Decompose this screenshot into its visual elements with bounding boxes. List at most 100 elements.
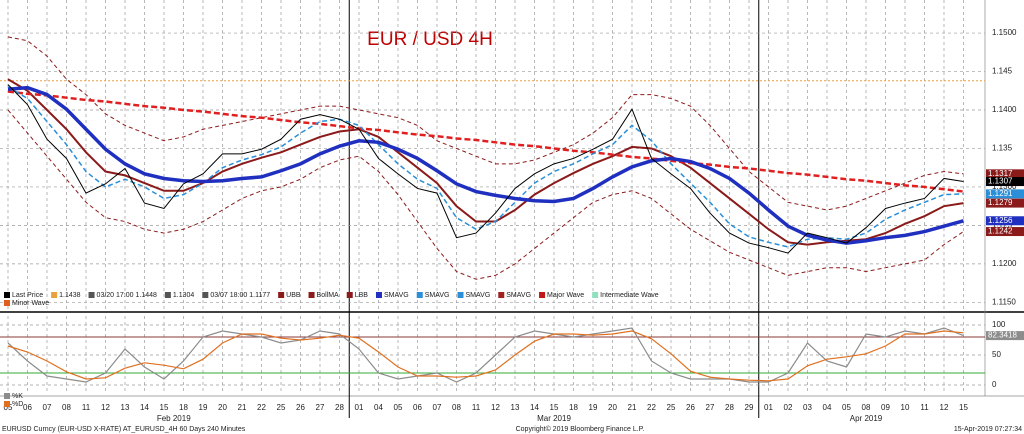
legend-label: 1.1304: [173, 292, 195, 299]
series-line: [7, 85, 964, 245]
x-tick-label: 20: [218, 403, 227, 412]
y-tick-label: 1.1200: [992, 259, 1017, 268]
x-tick-label: 07: [433, 403, 442, 412]
legend-label: 1.1438: [59, 292, 81, 299]
x-tick-label: 28: [335, 403, 344, 412]
x-tick-label: 18: [569, 403, 578, 412]
x-tick-label: 25: [277, 403, 286, 412]
legend-swatch: [4, 292, 10, 298]
last-value-box: [986, 169, 1024, 179]
series-line: [7, 86, 964, 248]
x-tick-label: 27: [706, 403, 715, 412]
x-tick-label: 06: [413, 403, 422, 412]
legend-swatch: [498, 292, 505, 298]
legend-swatch: [4, 393, 10, 399]
month-label: Apr 2019: [850, 414, 883, 423]
legend-swatch: [308, 292, 315, 298]
last-value-label: 82.3418: [988, 331, 1017, 340]
legend-swatch: [164, 292, 171, 298]
x-tick-label: 26: [686, 403, 695, 412]
legend-label: SMAVG: [466, 292, 491, 299]
x-tick-label: 05: [4, 403, 13, 412]
x-tick-label: 05: [394, 403, 403, 412]
x-tick-label: 29: [745, 403, 754, 412]
y-tick-label: 50: [992, 350, 1001, 359]
legend-label: UBB: [286, 292, 301, 299]
y-tick-label: 1.1300: [992, 182, 1017, 191]
legend-swatch: [457, 292, 464, 298]
month-label: Mar 2019: [537, 414, 571, 423]
y-tick-label: 1.1500: [992, 28, 1017, 37]
legend-label: Minor Wave: [12, 300, 49, 307]
legend-label: 03/07 18:00 1.1177: [210, 292, 270, 299]
legend-label: Last Price: [12, 292, 43, 299]
x-tick-label: 06: [23, 403, 32, 412]
legend-swatch: [278, 292, 285, 298]
series-line: [7, 84, 964, 254]
last-value-label: 1.1256: [988, 216, 1013, 225]
x-tick-label: 19: [199, 403, 208, 412]
y-tick-label: 0: [992, 380, 997, 389]
last-value-label: 1.1291: [988, 189, 1013, 198]
y-tick-label: 1.135: [992, 144, 1013, 153]
x-tick-label: 22: [257, 403, 266, 412]
legend-swatch: [375, 292, 382, 298]
x-tick-label: 10: [901, 403, 910, 412]
footer-right: 15-Apr-2019 07:27:34: [954, 426, 1022, 433]
lines-layer: [0, 36, 985, 383]
legend-swatch: [592, 292, 599, 298]
legend-swatch: [88, 292, 95, 298]
legend-swatch: [539, 292, 546, 298]
legend-label: Major Wave: [547, 292, 584, 299]
last-value-box: [986, 198, 1024, 208]
footer-center: Copyright© 2019 Bloomberg Finance L.P.: [516, 425, 645, 433]
x-tick-label: 08: [862, 403, 871, 412]
x-tick-label: 12: [491, 403, 500, 412]
series-line: [7, 330, 964, 382]
x-tick-label: 25: [667, 403, 676, 412]
x-tick-label: 12: [101, 403, 110, 412]
x-tick-label: 21: [238, 403, 247, 412]
x-tick-label: 11: [472, 403, 481, 412]
x-tick-label: 18: [179, 403, 188, 412]
last-value-label: 1.1317: [988, 169, 1013, 178]
series-line: [7, 36, 964, 211]
legend-label: SMAVG: [506, 292, 531, 299]
legend-swatch: [346, 292, 353, 298]
x-tick-label: 11: [920, 403, 929, 412]
legend-label: %K: [12, 393, 23, 400]
x-tick-label: 04: [374, 403, 383, 412]
series-line: [7, 327, 964, 383]
x-tick-label: 26: [296, 403, 305, 412]
x-tick-label: 15: [550, 403, 559, 412]
last-value-box: [986, 177, 1024, 187]
x-tick-label: 13: [121, 403, 130, 412]
series-line: [7, 90, 964, 193]
legend-label: Intermediate Wave: [600, 292, 659, 299]
x-tick-label: 11: [82, 403, 91, 412]
x-tick-label: 19: [589, 403, 598, 412]
x-tick-label: 14: [530, 403, 539, 412]
last-value-box: [986, 227, 1024, 237]
x-tick-label: 20: [608, 403, 617, 412]
y-tick-label: 1.1150: [992, 297, 1016, 306]
legend-swatch: [4, 401, 10, 407]
x-tick-label: 04: [823, 403, 832, 412]
x-tick-label: 01: [355, 403, 364, 412]
x-tick-label: 03: [803, 403, 812, 412]
last-value-box: [986, 189, 1024, 199]
x-tick-label: 09: [881, 403, 890, 412]
grid-layer: [0, 0, 985, 418]
series-line: [7, 109, 964, 280]
x-tick-label: 15: [959, 403, 968, 412]
x-tick-label: 21: [628, 403, 637, 412]
y-tick-label: 1.1400: [992, 105, 1017, 114]
x-tick-label: 15: [160, 403, 169, 412]
legend-label: SMAVG: [425, 292, 450, 299]
legend-label: BollMA: [317, 292, 340, 299]
legend-label: %D: [12, 401, 23, 408]
x-tick-label: 01: [764, 403, 773, 412]
legend-swatch: [51, 292, 58, 298]
